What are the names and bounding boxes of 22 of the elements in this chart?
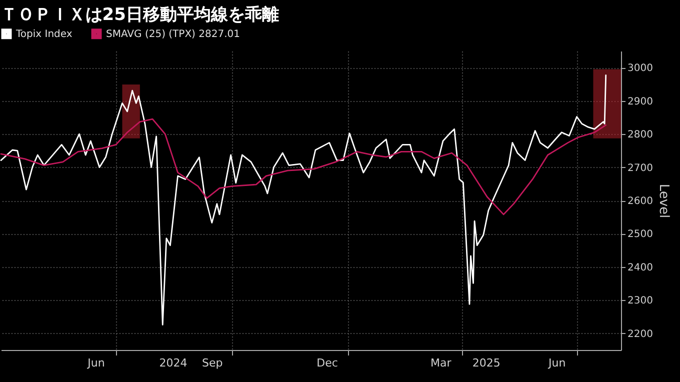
y-tick-label: 2700: [628, 162, 653, 174]
y-tick-label: 2500: [628, 229, 653, 240]
y-tick-label: 3000: [628, 63, 653, 74]
line-series: [0, 74, 607, 326]
x-tick-label: Jun: [548, 356, 566, 370]
x-tick-label: Dec: [316, 356, 338, 370]
x-tick-label: 2025: [472, 356, 500, 370]
y-tick-label: 2400: [628, 262, 653, 274]
y-axis-title: Level: [656, 184, 671, 218]
y-tick-label: 2900: [628, 96, 653, 108]
y-tick-label: 2200: [628, 328, 653, 340]
x-tick-label: 2024: [159, 356, 188, 370]
x-tick-label: Mar: [430, 356, 452, 370]
chart-title: ＴＯＰＩＸは25日移動平均線を乖離: [0, 5, 279, 25]
y-tick-label: 2300: [628, 296, 653, 307]
line-series: [0, 118, 607, 216]
y-tick-label: 2600: [628, 196, 653, 207]
x-tick-label: Jun: [86, 356, 105, 370]
y-tick-label: 2800: [628, 130, 653, 141]
legend-label: Topix Index: [15, 28, 72, 40]
legend-label: SMAVG (25) (TPX) 2827.01: [106, 28, 240, 40]
x-tick-label: Sep: [202, 356, 223, 370]
